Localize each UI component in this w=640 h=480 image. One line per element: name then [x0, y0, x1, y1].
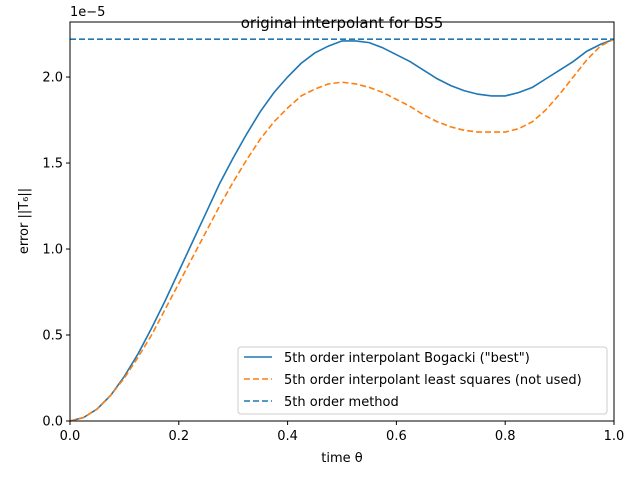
plot-frame [69, 21, 615, 422]
x-tick-label: 0.8 [495, 429, 516, 444]
x-tick-label: 0.0 [60, 429, 81, 444]
x-tick-label: 0.4 [277, 429, 298, 444]
legend-label-2: 5th order method [284, 395, 399, 410]
plot-lines [69, 38, 615, 422]
y-tick-label: 1.0 [42, 243, 63, 258]
x-tick-label: 1.0 [604, 429, 625, 444]
legend-box [237, 346, 608, 415]
y-axis-label: error ||T₆|| [17, 188, 32, 254]
legend: 5th order interpolant Bogacki ("best") 5t… [237, 346, 608, 415]
series-line-1 [69, 38, 615, 422]
y-tick-label: 0.0 [42, 415, 63, 430]
y-tick-label: 2.0 [42, 71, 63, 86]
y-tick-label: 1.5 [42, 157, 63, 172]
legend-label-1: 5th order interpolant least squares (not… [284, 373, 582, 388]
y-offset-label: 1e−5 [70, 5, 105, 20]
x-axis: 0.0 0.2 0.4 0.6 0.8 1.0 [60, 421, 625, 444]
legend-label-0: 5th order interpolant Bogacki ("best") [284, 351, 530, 366]
y-axis: 0.0 0.5 1.0 1.5 2.0 [42, 71, 70, 430]
chart-title: original interpolant for BS5 [241, 14, 444, 32]
x-tick-label: 0.2 [168, 429, 189, 444]
y-tick-label: 0.5 [42, 329, 63, 344]
x-axis-label: time θ [321, 451, 363, 466]
series-line-0 [69, 38, 615, 422]
x-tick-label: 0.6 [386, 429, 407, 444]
